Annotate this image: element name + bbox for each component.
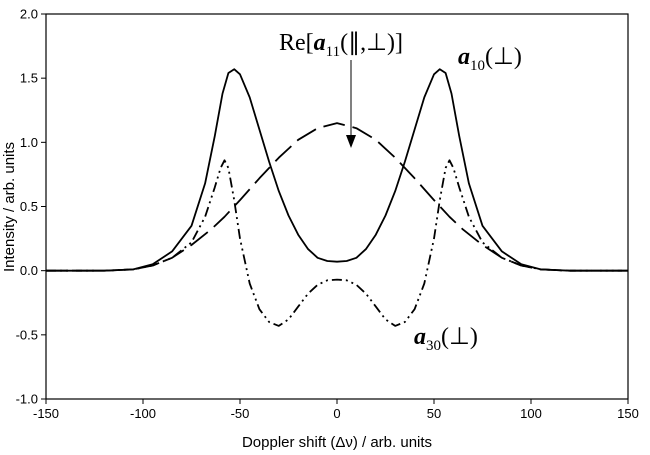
- x-tick-label: -50: [231, 406, 250, 421]
- plot-frame: [45, 13, 629, 400]
- x-tick-label: -100: [130, 406, 156, 421]
- annotation-re-a11: Re[a11(∥,⊥)]: [279, 30, 403, 60]
- series-line-2: [46, 122, 628, 272]
- y-tick-label: -0.5: [16, 327, 38, 342]
- plot-lines: [46, 68, 628, 327]
- x-tick-label: 50: [427, 406, 441, 421]
- annotation-a30: a30(⊥): [414, 324, 478, 354]
- y-axis-title: Intensity / arb. units: [1, 142, 18, 272]
- series-line-1: [46, 68, 628, 272]
- x-tick-label: 100: [520, 406, 542, 421]
- y-tick-label: 1.0: [20, 135, 38, 150]
- annotation-a10: a10(⊥): [458, 44, 522, 74]
- y-tick-label: 1.5: [20, 71, 38, 86]
- axis-ticks: -150 -100 -50 0 50 100 150 -1.0 -0.5 0.0 0.5 1.0 1.5…: [16, 7, 639, 422]
- y-tick-label: 0.0: [20, 263, 38, 278]
- annotation-arrow: [346, 60, 356, 148]
- x-tick-label: -150: [33, 406, 59, 421]
- y-tick-label: 0.5: [20, 199, 38, 214]
- x-tick-label: 0: [333, 406, 340, 421]
- y-tick-label: 2.0: [20, 7, 38, 22]
- series-line-3: [46, 159, 628, 327]
- x-tick-label: 150: [617, 406, 639, 421]
- y-tick-label: -1.0: [16, 392, 38, 407]
- x-axis-title: Doppler shift (Δν) / arb. units: [242, 434, 432, 451]
